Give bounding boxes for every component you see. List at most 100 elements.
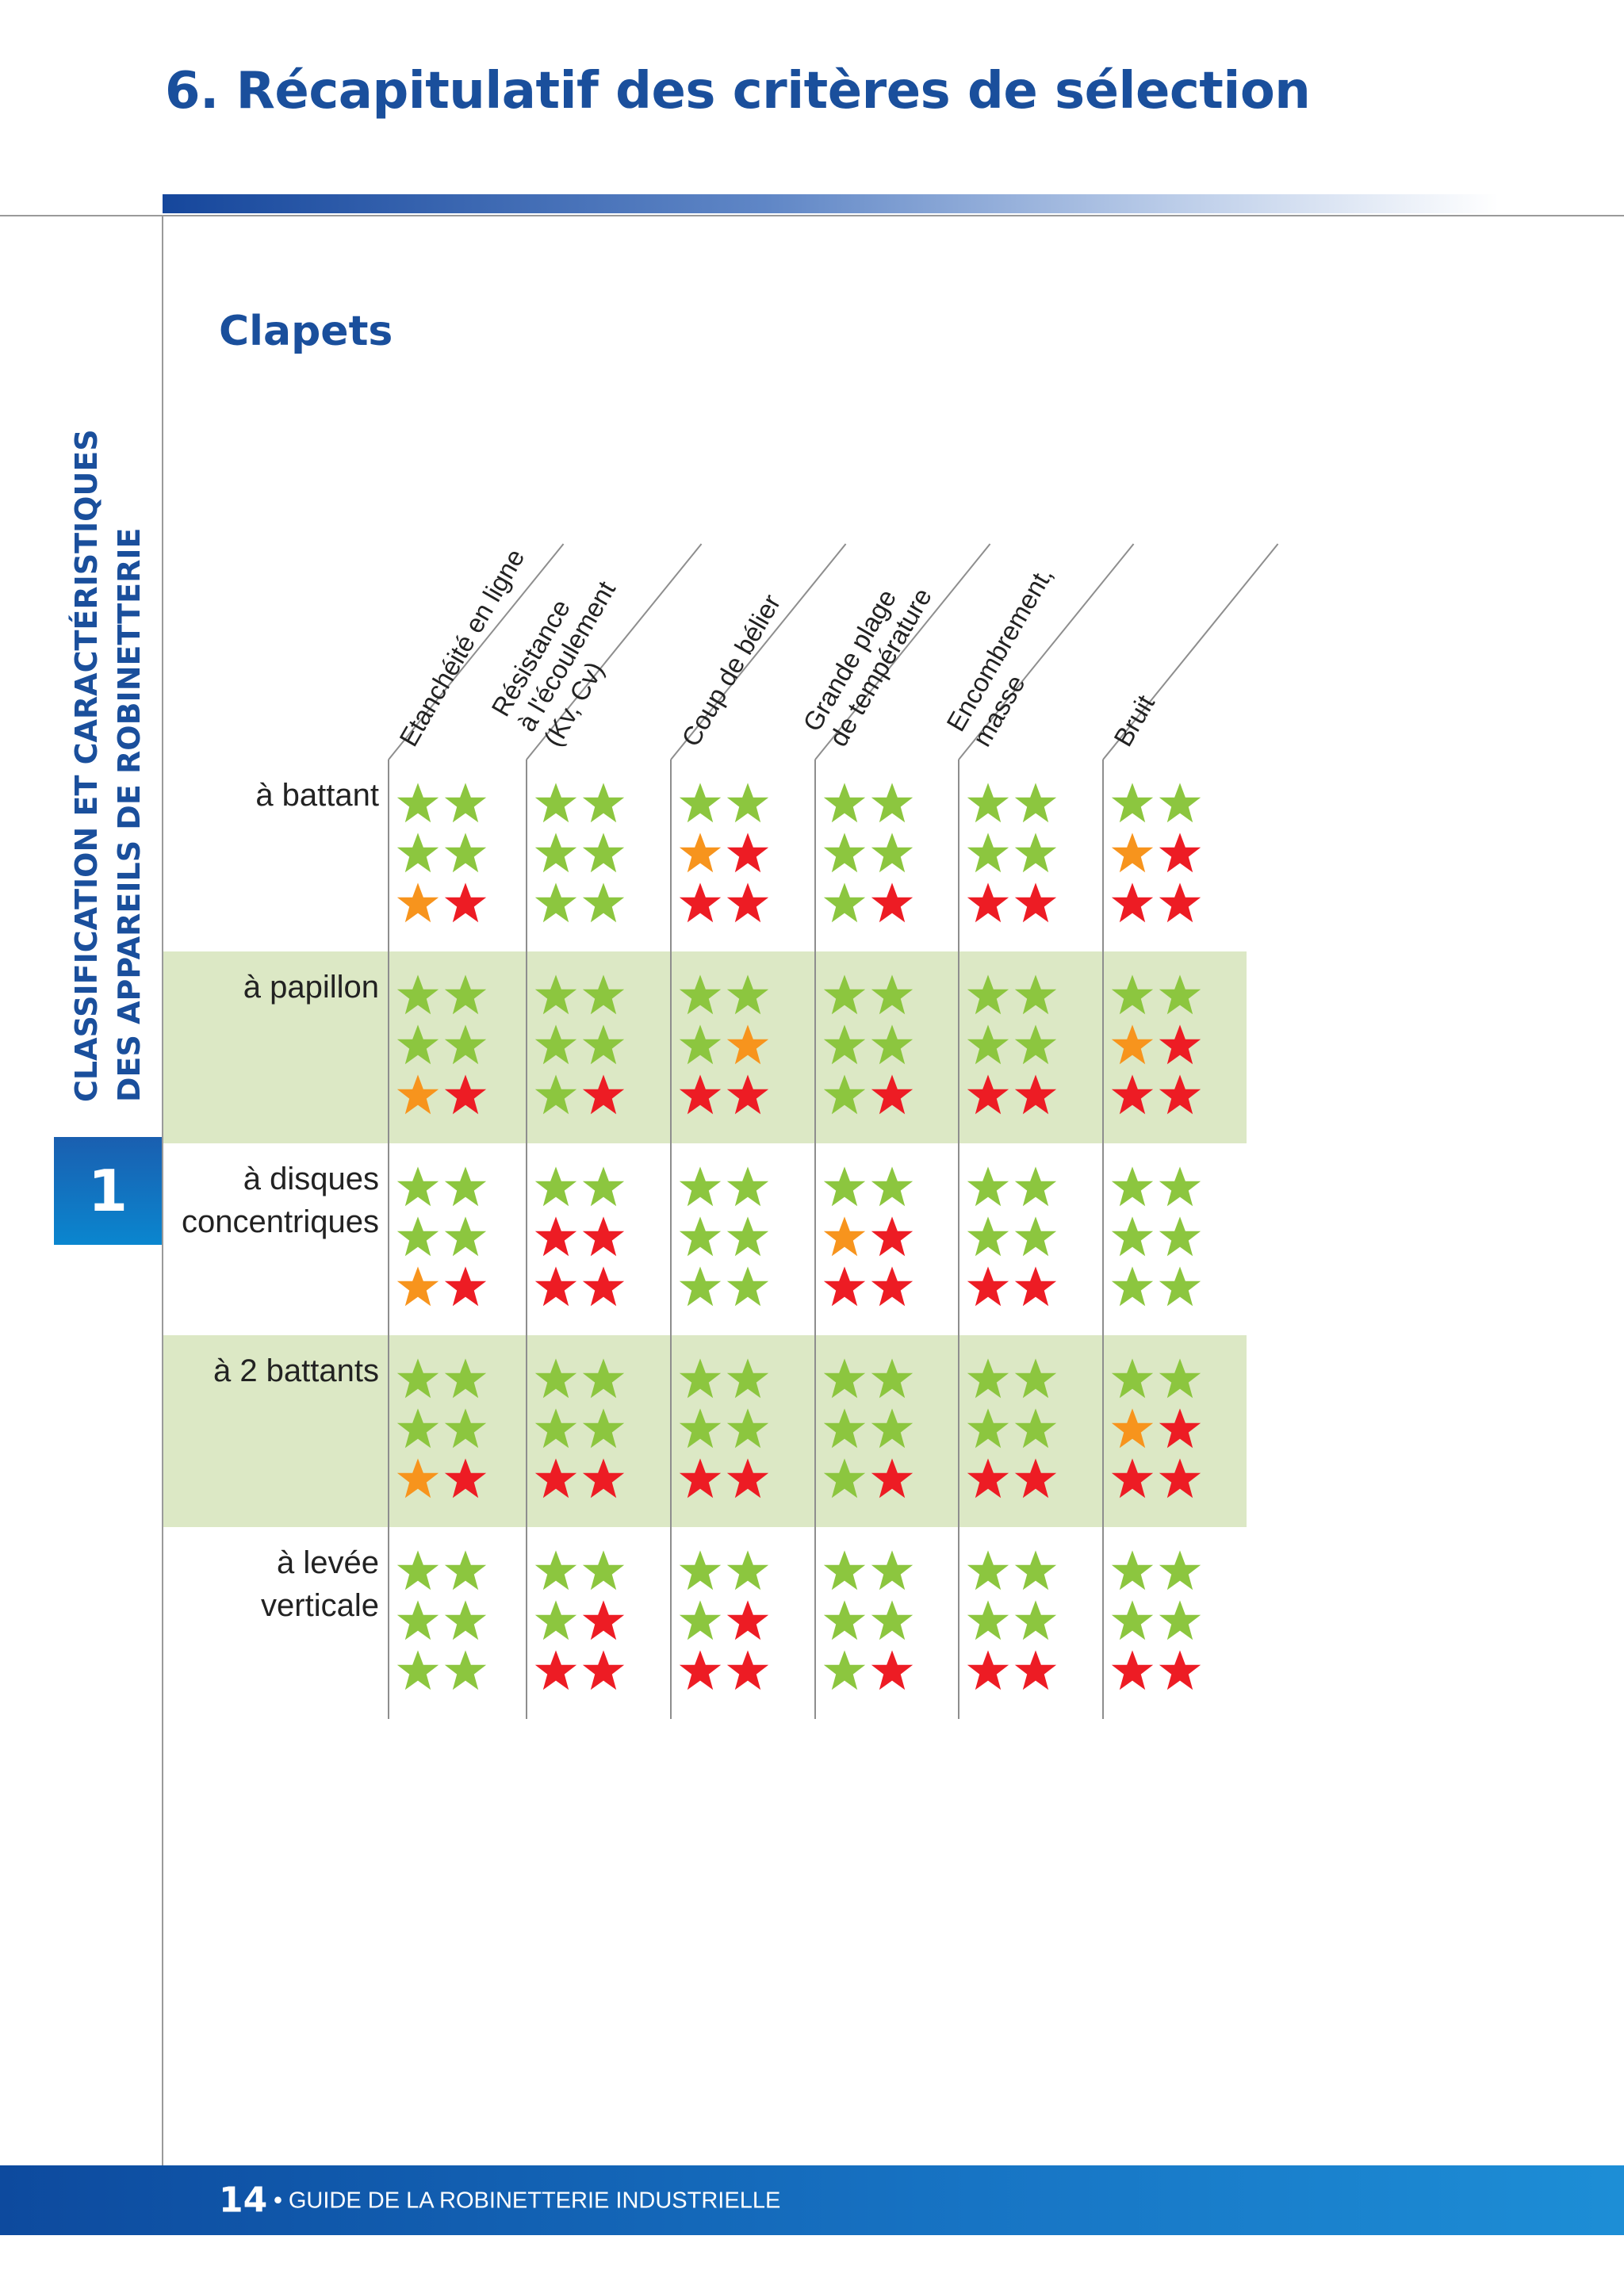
rating-star-icon <box>396 1458 439 1499</box>
rating-star-icon <box>1014 1358 1057 1399</box>
rating-star-icon <box>726 882 769 923</box>
rating-star-icon <box>967 882 1009 923</box>
rating-star-icon <box>1159 1166 1201 1207</box>
rating-star-icon <box>1111 1024 1154 1065</box>
rating-star-icon <box>726 1550 769 1591</box>
rating-star-icon <box>444 1650 487 1690</box>
rating-star-icon <box>967 1074 1009 1115</box>
column-header: Bruit <box>1108 690 1161 752</box>
rating-star-icon <box>679 1166 722 1207</box>
row-label-line: à papillon <box>243 970 379 1005</box>
column-divider <box>670 760 672 1719</box>
column-header-line: Coup de bélier <box>676 589 787 752</box>
rating-star-icon <box>1014 1216 1057 1257</box>
rating-star-icon <box>823 1458 866 1499</box>
rating-star-icon <box>679 1600 722 1640</box>
row-label: à battant <box>255 774 379 817</box>
rating-star-icon <box>823 974 866 1015</box>
rating-star-icon <box>534 1650 577 1690</box>
rating-star-icon <box>967 1216 1009 1257</box>
rating-star-icon <box>1159 783 1201 823</box>
rating-star-icon <box>871 783 914 823</box>
rating-star-icon <box>534 1216 577 1257</box>
page-title: 6. Récapitulatif des critères de sélecti… <box>165 62 1311 121</box>
rating-star-icon <box>534 974 577 1015</box>
rating-star-icon <box>396 1024 439 1065</box>
rating-star-icon <box>726 1024 769 1065</box>
rating-star-icon <box>1111 1408 1154 1449</box>
rating-star-icon <box>1111 1650 1154 1690</box>
rating-star-icon <box>1111 833 1154 873</box>
rating-star-icon <box>679 1074 722 1115</box>
rating-star-icon <box>1111 1550 1154 1591</box>
rating-star-icon <box>534 1358 577 1399</box>
rating-star-icon <box>1111 1600 1154 1640</box>
rating-star-icon <box>967 833 1009 873</box>
rating-star-icon <box>1014 833 1057 873</box>
rating-star-icon <box>396 783 439 823</box>
rating-star-icon <box>1159 1358 1201 1399</box>
rating-star-icon <box>1111 1166 1154 1207</box>
rating-star-icon <box>726 1358 769 1399</box>
column-divider <box>958 760 959 1719</box>
rating-star-icon <box>534 833 577 873</box>
rating-star-icon <box>823 882 866 923</box>
rating-star-icon <box>1159 1408 1201 1449</box>
side-heading-line-2: DES APPAREILS DE ROBINETTERIE <box>112 527 147 1103</box>
rating-star-icon <box>396 1166 439 1207</box>
rating-star-icon <box>1159 1600 1201 1640</box>
rating-star-icon <box>444 783 487 823</box>
rating-star-icon <box>679 1266 722 1307</box>
rating-star-icon <box>871 1024 914 1065</box>
rating-star-icon <box>1111 1266 1154 1307</box>
row-label-line: à battant <box>255 778 379 813</box>
rating-star-icon <box>726 1600 769 1640</box>
rating-star-icon <box>1014 1600 1057 1640</box>
rating-star-icon <box>534 783 577 823</box>
rating-star-icon <box>679 1216 722 1257</box>
rating-star-icon <box>1014 1550 1057 1591</box>
rating-star-icon <box>1111 1074 1154 1115</box>
rating-star-icon <box>1159 882 1201 923</box>
column-header: Coup de bélier <box>676 589 787 752</box>
rating-star-icon <box>396 1600 439 1640</box>
rating-star-icon <box>871 1408 914 1449</box>
rating-star-icon <box>444 1216 487 1257</box>
rating-star-icon <box>1159 1074 1201 1115</box>
row-label-line: à 2 battants <box>213 1353 379 1388</box>
rating-star-icon <box>726 833 769 873</box>
rating-star-icon <box>396 882 439 923</box>
rating-star-icon <box>582 1074 625 1115</box>
rating-star-icon <box>726 1266 769 1307</box>
rating-star-icon <box>967 1650 1009 1690</box>
rating-star-icon <box>396 1266 439 1307</box>
column-header: Grande plage de température <box>797 568 938 752</box>
rating-star-icon <box>1159 1550 1201 1591</box>
rating-star-icon <box>582 833 625 873</box>
rating-star-icon <box>582 1600 625 1640</box>
rating-star-icon <box>1159 833 1201 873</box>
rating-star-icon <box>534 1266 577 1307</box>
rating-star-icon <box>444 882 487 923</box>
rating-star-icon <box>871 1074 914 1115</box>
rating-star-icon <box>582 783 625 823</box>
rating-star-icon <box>1111 1216 1154 1257</box>
row-label: à disques concentriques <box>182 1158 379 1243</box>
rating-star-icon <box>444 1600 487 1640</box>
footer-separator: • <box>274 2187 282 2214</box>
rating-star-icon <box>1014 1074 1057 1115</box>
rating-star-icon <box>871 1458 914 1499</box>
rating-star-icon <box>679 1550 722 1591</box>
rating-star-icon <box>582 1216 625 1257</box>
rating-star-icon <box>1111 783 1154 823</box>
rating-star-icon <box>1159 1458 1201 1499</box>
rating-star-icon <box>967 1458 1009 1499</box>
rating-star-icon <box>582 1458 625 1499</box>
rating-star-icon <box>726 1458 769 1499</box>
footer: 14 • GUIDE DE LA ROBINETTERIE INDUSTRIEL… <box>219 2177 780 2222</box>
rating-star-icon <box>1014 1266 1057 1307</box>
rating-star-icon <box>679 882 722 923</box>
rating-star-icon <box>1111 974 1154 1015</box>
rating-star-icon <box>967 1408 1009 1449</box>
rating-star-icon <box>582 1408 625 1449</box>
